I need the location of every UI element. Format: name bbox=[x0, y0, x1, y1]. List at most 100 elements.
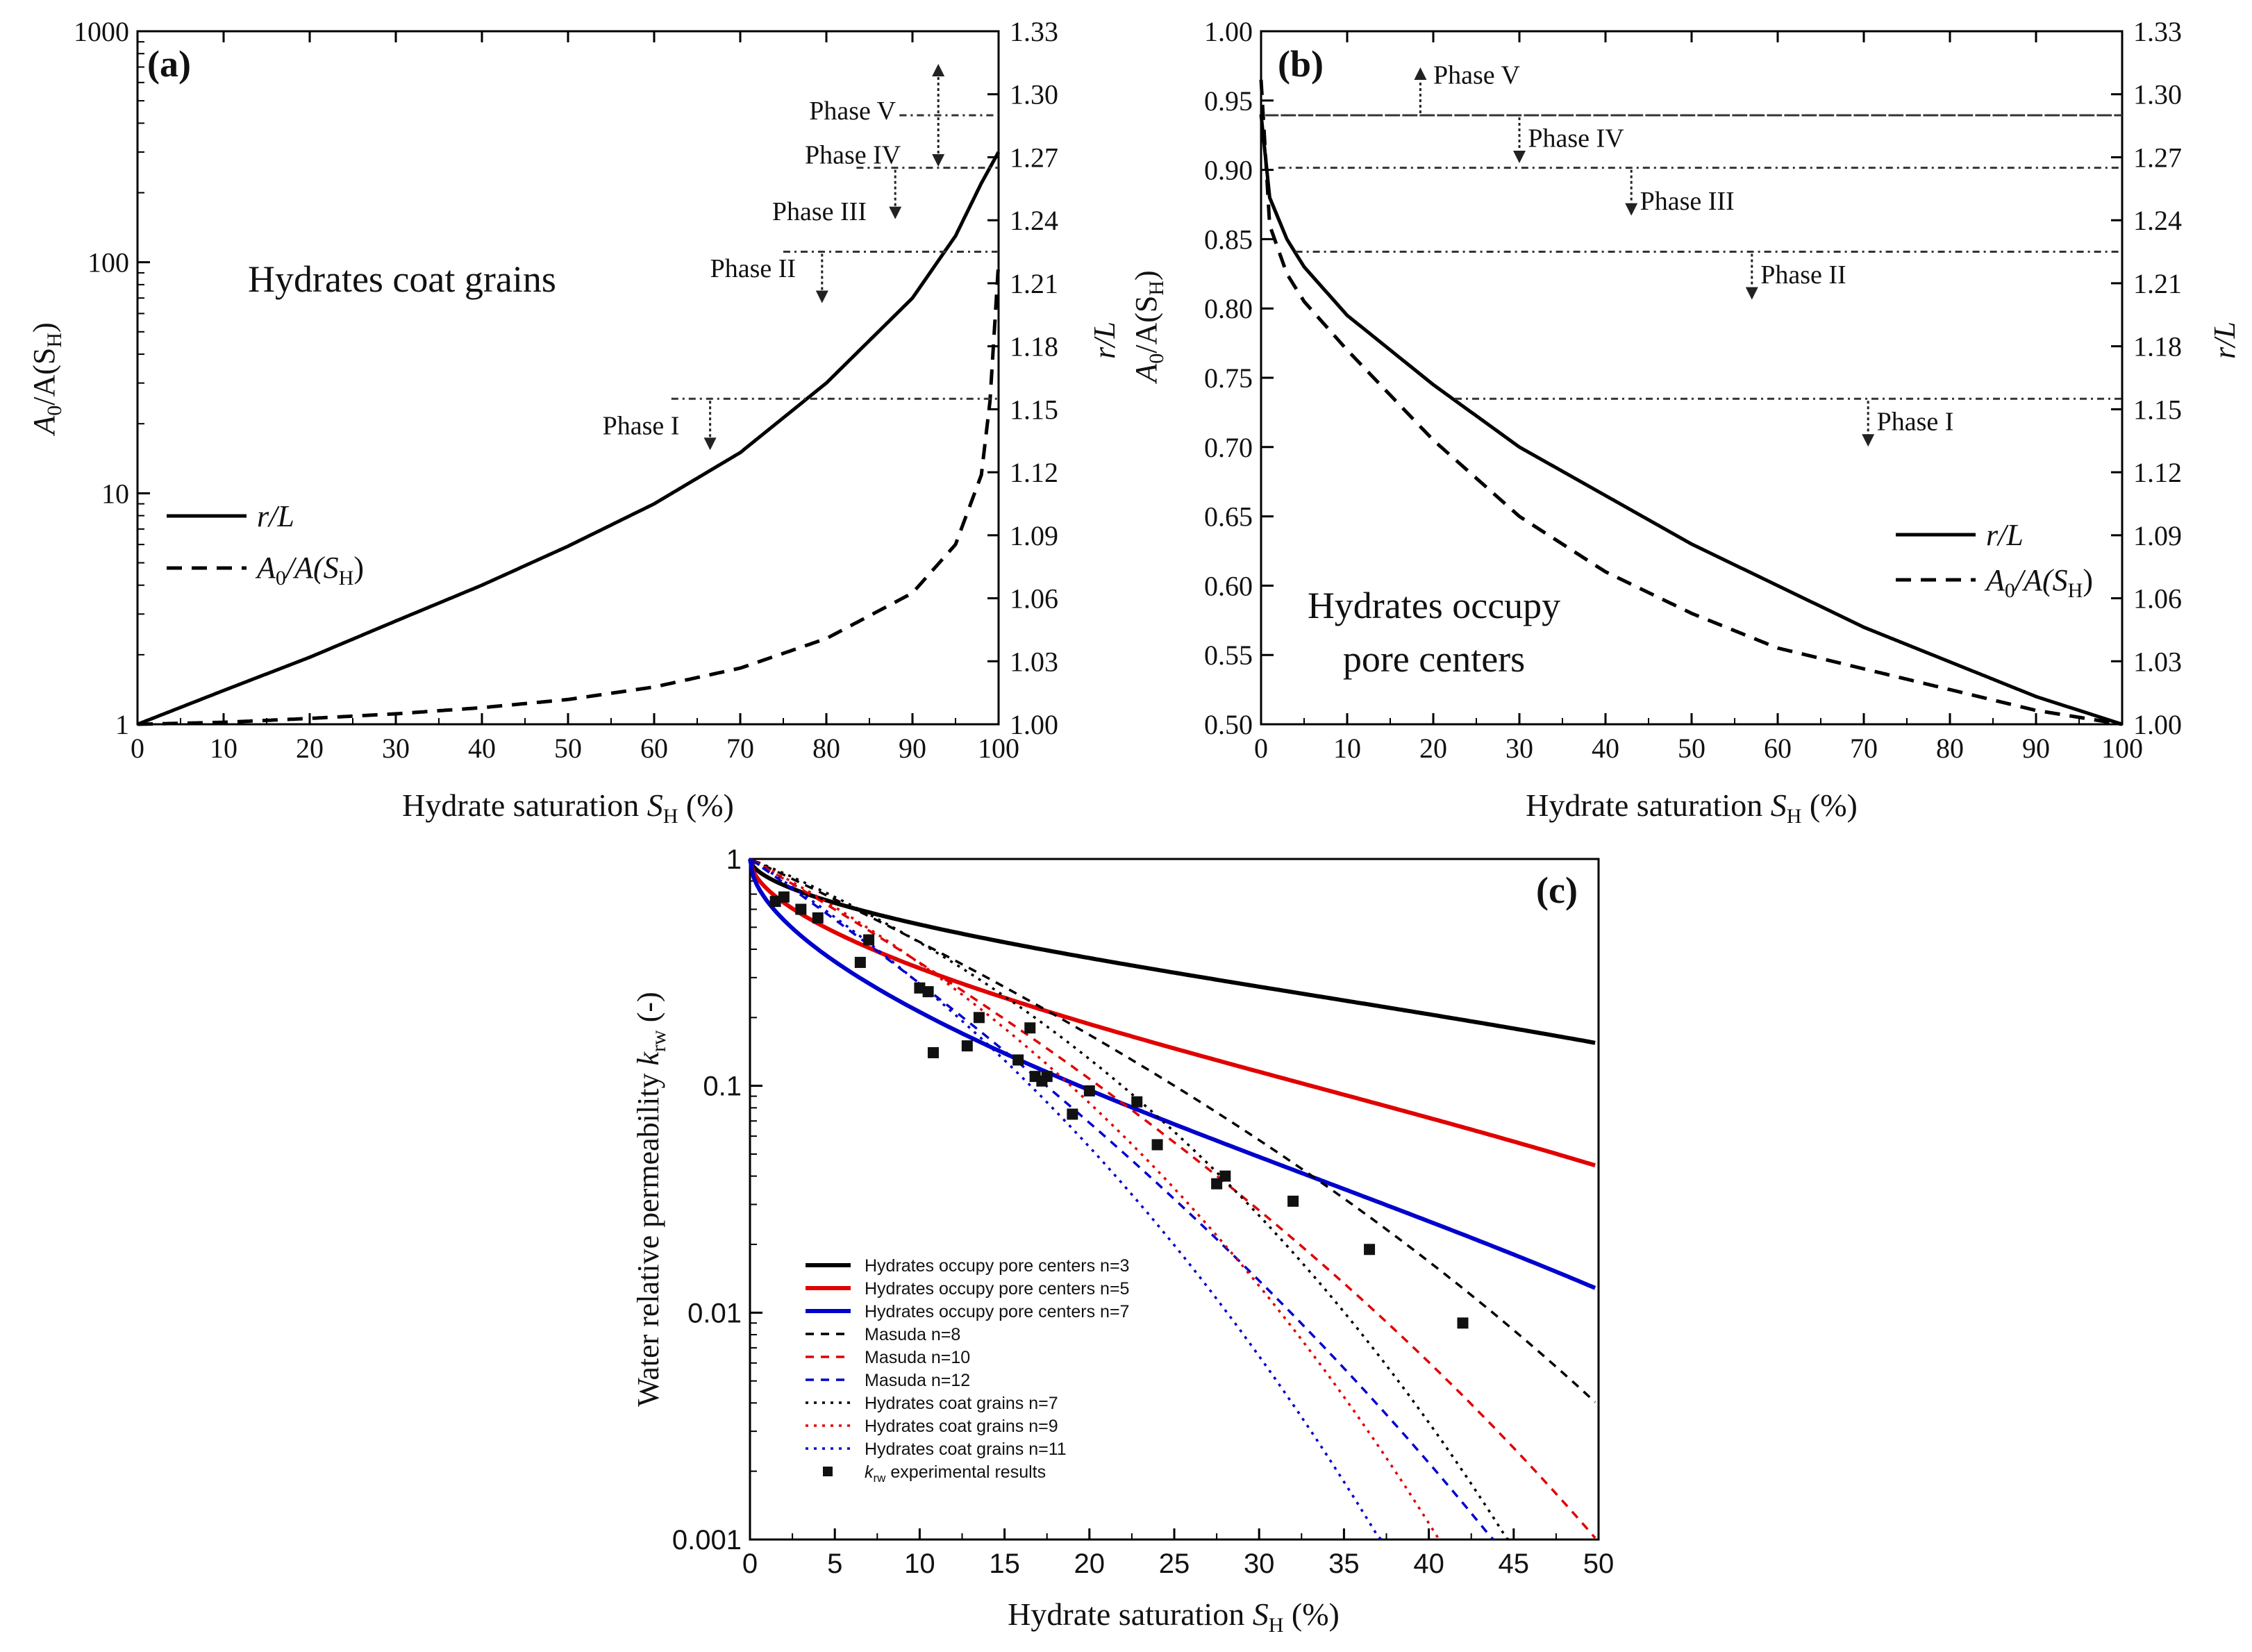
panel-a-curves bbox=[137, 151, 1001, 726]
y-right-tick-label: 1.21 bbox=[1010, 268, 1058, 299]
legend-label: Masuda n=8 bbox=[865, 1325, 960, 1344]
legend-a0-label: A0/A(SH) bbox=[255, 551, 364, 590]
x-tick-label: 25 bbox=[1159, 1549, 1190, 1579]
legend-label: Masuda n=12 bbox=[865, 1371, 970, 1390]
y-right-tick-label: 1.18 bbox=[1010, 331, 1058, 362]
y-tick-label: 10 bbox=[101, 478, 129, 509]
panel-c-legend: Hydrates occupy pore centers n=3 Hydrates… bbox=[806, 1256, 1129, 1485]
legend-label: Hydrates occupy pore centers n=7 bbox=[865, 1302, 1129, 1321]
y-right-tick-label: 1.12 bbox=[1010, 457, 1058, 488]
experimental-point bbox=[1012, 1054, 1024, 1066]
legend-rl-label: r/L bbox=[257, 499, 294, 533]
experimental-point bbox=[1024, 1022, 1036, 1034]
series-r/L bbox=[1259, 114, 2123, 726]
x-tick-label: 20 bbox=[296, 733, 324, 764]
x-tick-label: 30 bbox=[382, 733, 410, 764]
series-Hydrates-occupy-pore-centers-n=7 bbox=[748, 858, 1596, 1290]
x-tick-label: 15 bbox=[989, 1549, 1020, 1579]
experimental-point bbox=[914, 982, 926, 994]
panel-b-xlabel: Hydrate saturation SH (%) bbox=[1526, 787, 1858, 828]
x-tick-label: 10 bbox=[904, 1549, 935, 1579]
y-right-tick-label: 1.06 bbox=[1010, 583, 1058, 615]
panel-c-xlabel: Hydrate saturation SH (%) bbox=[1008, 1596, 1340, 1637]
experimental-point bbox=[812, 912, 824, 924]
x-tick-label: 10 bbox=[210, 733, 237, 764]
x-tick-label: 30 bbox=[1505, 733, 1533, 764]
y-tick-label: 0.60 bbox=[1204, 570, 1253, 601]
x-tick-label: 0 bbox=[1254, 733, 1268, 764]
x-tick-label: 70 bbox=[726, 733, 754, 764]
x-tick-label: 60 bbox=[1764, 733, 1792, 764]
panel-b-label: (b) bbox=[1278, 43, 1324, 85]
panel-b-phases: Phase I Phase II Phase III Phase IV Phase V bbox=[1265, 61, 2122, 447]
x-tick-label: 35 bbox=[1328, 1549, 1360, 1579]
series-Masuda-n=10 bbox=[749, 858, 1596, 1539]
y-right-tick-label: 1.24 bbox=[1010, 205, 1058, 236]
phase-label: Phase IV bbox=[805, 141, 901, 170]
y-right-tick-label: 1.09 bbox=[1010, 520, 1058, 551]
series-r/L bbox=[137, 151, 1001, 726]
y-right-tick-label: 1.30 bbox=[1010, 79, 1058, 110]
y-right-tick-label: 1.27 bbox=[1010, 142, 1058, 173]
panel-b-ylabel-left: A0/A(SH) bbox=[1129, 270, 1168, 384]
y-tick-label: 0.75 bbox=[1204, 362, 1253, 394]
experimental-point bbox=[769, 896, 781, 908]
legend-label: Hydrates coat grains n=11 bbox=[865, 1440, 1067, 1459]
y-tick-label: 1 bbox=[115, 709, 129, 740]
panel-c-curves bbox=[748, 858, 1596, 1541]
series-A0/A(SH) bbox=[1259, 79, 2123, 726]
experimental-point bbox=[863, 934, 875, 946]
panel-b-ylabel-right: r/L bbox=[2208, 322, 2242, 359]
y-tick-label: 100 bbox=[87, 247, 129, 278]
x-tick-label: 40 bbox=[1592, 733, 1619, 764]
series-Hydrates-occupy-pore-centers-n=3 bbox=[748, 858, 1596, 1045]
phase-label: Phase III bbox=[1640, 187, 1735, 216]
series-Masuda-n=8 bbox=[749, 858, 1596, 1403]
experimental-point bbox=[1287, 1195, 1299, 1207]
x-tick-label: 100 bbox=[978, 733, 1019, 764]
panel-b-axes: 0 10 20 30 40 50 60 70 80 90 100 0.50 0.55 0.60 0.65 0.… bbox=[1204, 16, 2182, 764]
panel-a-legend: r/L A0/A(SH) bbox=[167, 499, 364, 590]
phase-label: Phase V bbox=[1433, 61, 1520, 90]
panel-a-ylabel-left: A0/A(SH) bbox=[27, 322, 66, 436]
panel-a-xlabel: Hydrate saturation SH (%) bbox=[402, 787, 734, 828]
y-right-tick-label: 1.06 bbox=[2133, 583, 2182, 615]
series-Hydrates-coat-grains-n=11 bbox=[749, 858, 1383, 1541]
panel-c-points bbox=[769, 891, 1469, 1329]
panel-b-legend: r/L A0/A(SH) bbox=[1896, 518, 2093, 602]
experimental-point bbox=[1131, 1096, 1143, 1108]
phase-label: Phase III bbox=[772, 197, 867, 226]
panel-a-phases: Phase I Phase II Phase III Phase IV Phase V bbox=[603, 63, 999, 451]
experimental-point bbox=[1151, 1139, 1163, 1151]
x-tick-label: 70 bbox=[1850, 733, 1878, 764]
legend-label: Hydrates occupy pore centers n=3 bbox=[865, 1256, 1129, 1276]
panel-a-label: (a) bbox=[147, 43, 191, 85]
y-right-tick-label: 1.21 bbox=[2133, 268, 2182, 299]
series-Masuda-n=12 bbox=[749, 858, 1494, 1541]
phase-label: Phase II bbox=[710, 254, 796, 283]
x-tick-label: 30 bbox=[1244, 1549, 1275, 1579]
x-tick-label: 50 bbox=[554, 733, 582, 764]
y-right-tick-label: 1.30 bbox=[2133, 79, 2182, 110]
x-tick-label: 50 bbox=[1678, 733, 1705, 764]
experimental-point bbox=[1041, 1071, 1053, 1083]
x-tick-label: 0 bbox=[742, 1549, 758, 1579]
panel-a-axes: 0 10 20 30 40 50 60 70 80 90 10011010010001.001.03… bbox=[74, 16, 1058, 764]
x-tick-label: 60 bbox=[640, 733, 668, 764]
experimental-point bbox=[973, 1012, 985, 1024]
y-right-tick-label: 1.18 bbox=[2133, 331, 2182, 362]
y-right-tick-label: 1.03 bbox=[2133, 646, 2182, 677]
panel-a: 0 10 20 30 40 50 60 70 80 90 10011010010001.001.03… bbox=[27, 16, 1121, 828]
y-tick-label: 0.90 bbox=[1204, 155, 1253, 186]
panel-c-axes: 0 5 10 15 20 25 30 35 40 45 50 0.001 0.01 0.1 1 bbox=[672, 844, 1614, 1579]
phase-label: Phase V bbox=[809, 97, 896, 126]
y-right-tick-label: 1.12 bbox=[2133, 457, 2182, 488]
experimental-point bbox=[1083, 1085, 1095, 1096]
y-tick-label: 0.85 bbox=[1204, 224, 1253, 255]
y-right-tick-label: 1.03 bbox=[1010, 646, 1058, 677]
legend-label: Hydrates coat grains n=9 bbox=[865, 1417, 1058, 1436]
x-tick-label: 90 bbox=[2022, 733, 2050, 764]
y-tick-label: 1 bbox=[726, 844, 742, 875]
y-right-tick-label: 1.27 bbox=[2133, 142, 2182, 173]
